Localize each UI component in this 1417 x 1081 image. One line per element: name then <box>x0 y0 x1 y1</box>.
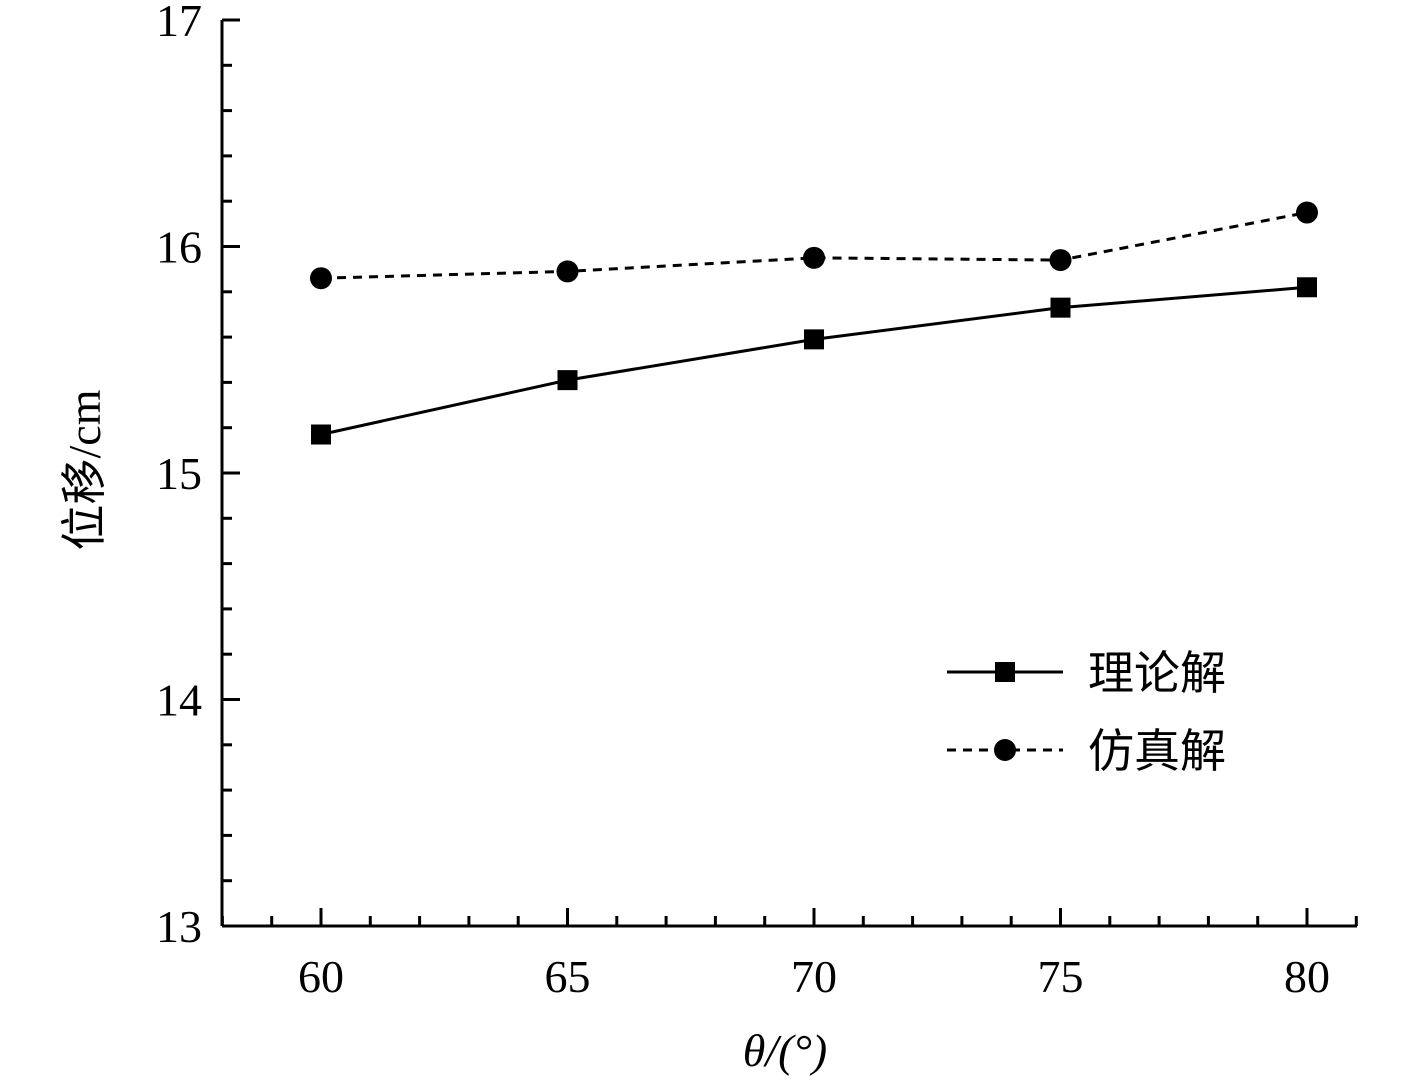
data-point-square <box>804 329 824 350</box>
series-2 <box>310 201 1318 290</box>
data-point-square <box>1297 277 1317 298</box>
data-point-circle <box>1296 201 1318 224</box>
series-line <box>320 211 1308 280</box>
legend-entry-1: 理论解 <box>947 646 1226 700</box>
data-point-circle <box>1049 249 1072 272</box>
y-tick-label: 17 <box>156 0 202 46</box>
legend-marker-square <box>995 662 1015 682</box>
y-tick-label: 14 <box>156 675 202 726</box>
axes <box>220 20 1357 928</box>
y-tick-label: 16 <box>156 222 202 273</box>
data-point-square <box>311 424 331 445</box>
legend-label: 仿真解 <box>1088 724 1226 778</box>
data-point-circle <box>310 267 332 290</box>
x-tick-label: 60 <box>298 951 344 1002</box>
data-point-square <box>557 370 578 391</box>
data-point-circle <box>803 246 825 269</box>
x-tick-label: 80 <box>1284 951 1330 1002</box>
legend-label: 理论解 <box>1088 646 1226 700</box>
y-tick-label: 13 <box>156 901 202 952</box>
series-layer <box>310 201 1318 445</box>
y-tick-label: 15 <box>156 448 202 499</box>
x-axis-title: θ/(°) <box>743 1025 827 1076</box>
series-1 <box>311 277 1317 445</box>
ticks <box>220 18 1358 928</box>
legend-marker-circle <box>994 739 1016 761</box>
series-line <box>320 285 1308 436</box>
legend-entry-2: 仿真解 <box>947 724 1226 778</box>
data-point-square <box>1050 297 1071 318</box>
x-tick-label: 70 <box>791 951 837 1002</box>
x-tick-label: 75 <box>1038 951 1084 1002</box>
axis-titles: θ/(°) 位移/cm <box>59 389 827 1076</box>
x-tick-label: 65 <box>545 951 591 1002</box>
y-axis-title: 位移/cm <box>59 389 110 550</box>
data-point-circle <box>556 260 579 283</box>
tick-labels: 13 14 15 16 17 60 65 70 75 80 <box>156 0 1330 1002</box>
